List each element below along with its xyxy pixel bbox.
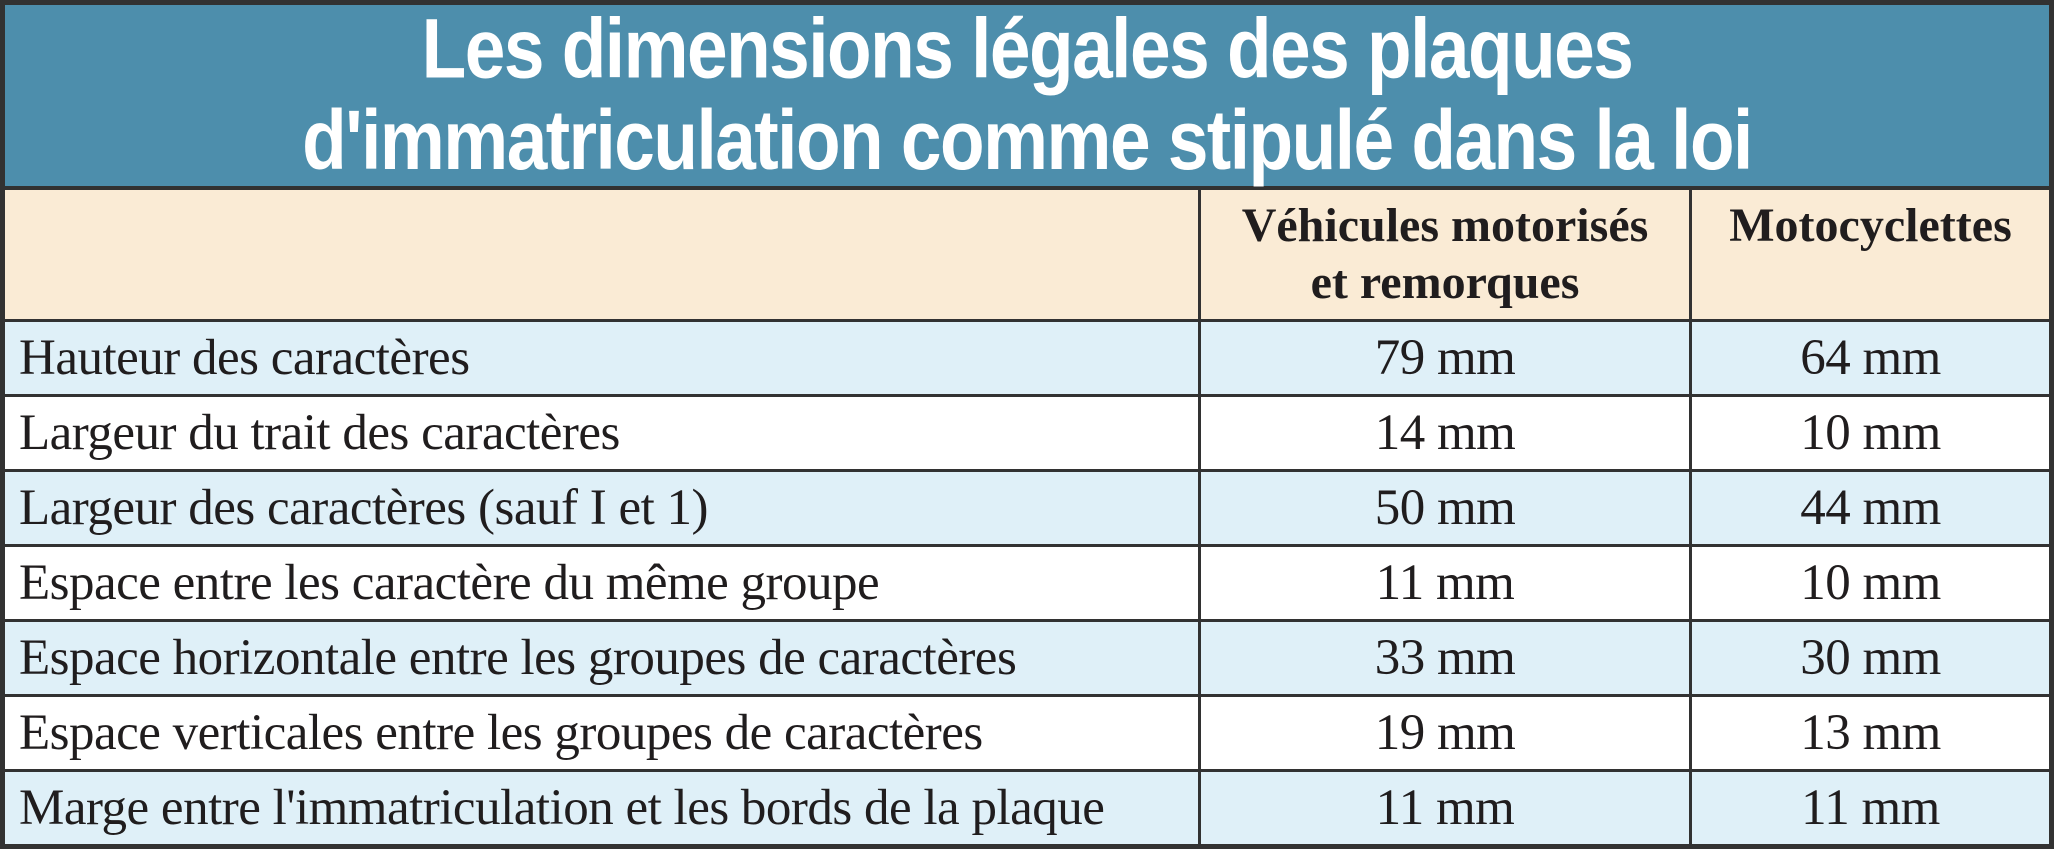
row-value-vehicles: 14 mm: [1201, 397, 1689, 469]
page-title-line2: d'immatriculation comme stipulé dans la …: [302, 93, 1753, 188]
row-value-vehicles: 11 mm: [1201, 547, 1689, 619]
row-value-motorcycles: 10 mm: [1692, 547, 2049, 619]
title-banner: Les dimensions légales des plaques d'imm…: [5, 5, 2049, 186]
row-value-motorcycles: 64 mm: [1692, 322, 2049, 394]
row-value-motorcycles: 44 mm: [1692, 472, 2049, 544]
row-value-vehicles: 79 mm: [1201, 322, 1689, 394]
row-label-espace-horizontale: Espace horizontale entre les groupes de …: [5, 622, 1198, 694]
row-value-vehicles: 33 mm: [1201, 622, 1689, 694]
page-title-line1: Les dimensions légales des plaques: [421, 1, 1634, 96]
header-vehicles-line2: et remorques: [1310, 256, 1580, 309]
row-value-vehicles: 50 mm: [1201, 472, 1689, 544]
row-label-hauteur-caracteres: Hauteur des caractères: [5, 322, 1198, 394]
row-value-vehicles: 11 mm: [1201, 772, 1689, 844]
row-value-motorcycles: 10 mm: [1692, 397, 2049, 469]
header-vehicles-label: Véhicules motorisés et remorques: [1242, 197, 1649, 311]
row-label-marge-bords: Marge entre l'immatriculation et les bor…: [5, 772, 1198, 844]
header-vehicles: Véhicules motorisés et remorques: [1201, 190, 1689, 319]
row-value-motorcycles: 11 mm: [1692, 772, 2049, 844]
page-title: Les dimensions légales des plaques d'imm…: [302, 1, 1753, 188]
row-value-motorcycles: 30 mm: [1692, 622, 2049, 694]
row-label-largeur-caracteres: Largeur des caractères (sauf I et 1): [5, 472, 1198, 544]
dimensions-table: Véhicules motorisés et remorques Motocyc…: [5, 190, 2049, 844]
row-label-espace-verticales: Espace verticales entre les groupes de c…: [5, 697, 1198, 769]
row-label-largeur-trait: Largeur du trait des caractères: [5, 397, 1198, 469]
header-motorcycles: Motocyclettes: [1692, 190, 2049, 319]
header-motorcycles-label: Motocyclettes: [1729, 199, 2012, 252]
row-value-motorcycles: 13 mm: [1692, 697, 2049, 769]
row-value-vehicles: 19 mm: [1201, 697, 1689, 769]
header-empty-cell: [5, 190, 1198, 319]
row-label-espace-meme-groupe: Espace entre les caractère du même group…: [5, 547, 1198, 619]
header-vehicles-line1: Véhicules motorisés: [1241, 199, 1649, 252]
